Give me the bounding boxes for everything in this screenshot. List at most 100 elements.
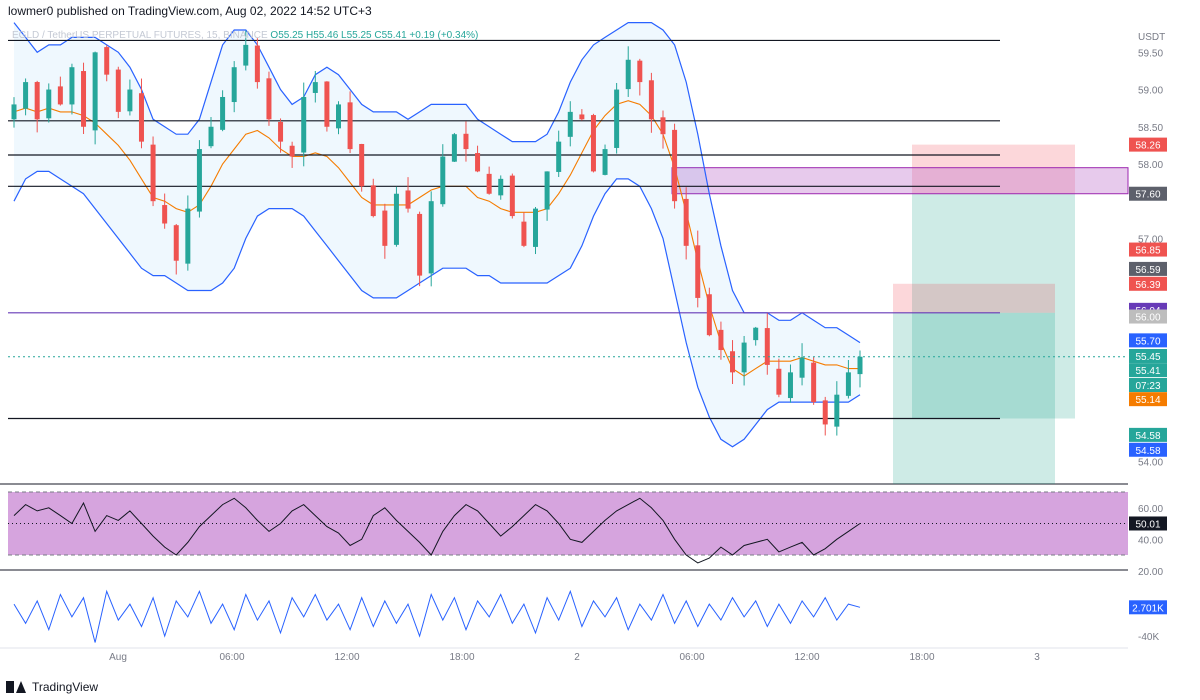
candle-body xyxy=(138,93,144,142)
candle-body xyxy=(428,201,434,274)
candle-body xyxy=(196,149,202,212)
candle-body xyxy=(648,80,654,120)
candle-body xyxy=(382,210,388,246)
price-tag xyxy=(1129,242,1167,257)
ohlc-values: O55.25 H55.46 L55.25 C55.41 +0.19 (+0.34… xyxy=(270,30,479,41)
candle-body xyxy=(127,89,133,112)
candle-body xyxy=(486,173,492,194)
candle-body xyxy=(567,111,573,137)
candle-body xyxy=(208,126,214,147)
candle-body xyxy=(301,96,307,153)
time-axis-tick: 12:00 xyxy=(794,652,819,663)
candle-body xyxy=(764,328,770,365)
symbol-info: EGLD / TetherUS PERPETUAL FUTURES, 15, B… xyxy=(12,30,478,41)
tradingview-logo-icon xyxy=(6,681,26,693)
candle-body xyxy=(347,102,353,150)
price-tag xyxy=(1129,186,1167,201)
price-axis-unit: USDT xyxy=(1138,32,1165,43)
candle-body xyxy=(695,245,701,298)
price-tag-label: 56.59 xyxy=(1135,265,1160,276)
price-tag xyxy=(1129,427,1167,442)
candle-body xyxy=(185,208,191,264)
price-tag xyxy=(1129,348,1167,363)
price-tag-label: 56.00 xyxy=(1135,313,1160,324)
candle-body xyxy=(220,96,226,130)
price-tag-label: 58.26 xyxy=(1135,141,1160,152)
price-tag xyxy=(1129,442,1167,457)
candle-body xyxy=(753,327,759,341)
candle-body xyxy=(521,221,527,246)
price-tag xyxy=(1129,309,1167,324)
price-tag-label: 54.58 xyxy=(1135,431,1160,442)
candle-body xyxy=(440,156,446,205)
symbol-name: EGLD / TetherUS PERPETUAL FUTURES, 15, B… xyxy=(12,30,268,41)
price-tag-label: 54.58 xyxy=(1135,446,1160,457)
candle-body xyxy=(590,115,596,172)
rsi-axis-tick: 20.00 xyxy=(1138,567,1163,578)
time-axis-tick: 06:00 xyxy=(679,652,704,663)
price-tag xyxy=(1129,276,1167,291)
candle-body xyxy=(579,114,585,120)
candle-body xyxy=(718,329,724,351)
candle-body xyxy=(23,82,29,109)
candle-body xyxy=(150,144,156,202)
rsi-axis-tick: 40.00 xyxy=(1138,535,1163,546)
price-tag-label: 55.70 xyxy=(1135,336,1160,347)
bollinger-lower-line xyxy=(13,170,861,448)
candle-body xyxy=(776,368,782,395)
price-axis-tick: 54.00 xyxy=(1138,458,1163,469)
time-axis-tick: 18:00 xyxy=(909,652,934,663)
candle-body xyxy=(822,400,828,425)
price-tag xyxy=(1129,261,1167,276)
candle-body xyxy=(11,104,17,120)
candle-body xyxy=(115,69,121,112)
candle-body xyxy=(730,351,736,373)
price-tag-label: 55.45 xyxy=(1135,352,1160,363)
time-axis-tick: 06:00 xyxy=(219,652,244,663)
price-tag-label: 55.41 xyxy=(1135,366,1160,377)
price-zone xyxy=(671,167,1129,195)
candle-body xyxy=(475,153,481,172)
cvd-value-tag xyxy=(1129,600,1167,615)
price-tag-label: 56.85 xyxy=(1135,246,1160,257)
tradingview-footer[interactable]: TradingView xyxy=(6,680,98,694)
price-tag xyxy=(1129,378,1167,393)
candle-body xyxy=(544,171,550,210)
candle-body xyxy=(672,129,678,202)
candle-body xyxy=(81,71,87,127)
candle-body xyxy=(57,86,63,105)
cvd-value-label: 2.701K xyxy=(1132,603,1164,614)
time-axis-tick: Aug xyxy=(109,652,127,663)
candle-body xyxy=(243,44,249,66)
price-tag-label: 57.60 xyxy=(1135,190,1160,201)
candle-body xyxy=(683,198,689,246)
candle-body xyxy=(231,67,237,103)
candle-body xyxy=(509,175,515,217)
price-tag-label: 07:23 xyxy=(1135,381,1160,392)
time-axis-tick: 2 xyxy=(574,652,580,663)
candle-body xyxy=(741,342,747,373)
rsi-axis-tick: 60.00 xyxy=(1138,504,1163,515)
candle-body xyxy=(787,372,793,399)
rsi-value-label: 50.01 xyxy=(1135,519,1160,530)
cvd-axis-tick: -40K xyxy=(1138,632,1159,643)
candle-body xyxy=(799,357,805,378)
candle-body xyxy=(533,208,539,247)
candle-body xyxy=(46,89,52,119)
time-axis-tick: 12:00 xyxy=(334,652,359,663)
candle-body xyxy=(834,394,840,427)
price-tag xyxy=(1129,137,1167,152)
price-axis-tick: 58.50 xyxy=(1138,123,1163,134)
candle-body xyxy=(405,190,411,209)
rsi-value-tag xyxy=(1129,516,1167,531)
price-tag-label: 56.39 xyxy=(1135,280,1160,291)
candle-body xyxy=(359,143,365,187)
candle-body xyxy=(463,133,469,150)
candle-body xyxy=(34,82,40,120)
brand-label: TradingView xyxy=(32,680,99,694)
price-axis-tick: 59.50 xyxy=(1138,48,1163,59)
price-axis-tick: 58.00 xyxy=(1138,160,1163,171)
candle-body xyxy=(278,121,284,142)
candle-body xyxy=(289,145,295,157)
